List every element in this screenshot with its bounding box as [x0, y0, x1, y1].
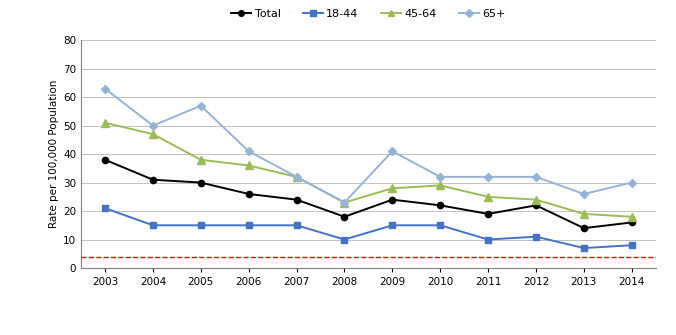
65+ — [532, 175, 540, 179]
Legend: Total, 18-44, 45-64, 65+: Total, 18-44, 45-64, 65+ — [227, 5, 510, 24]
18-44 — [293, 223, 301, 227]
18-44 — [341, 238, 349, 242]
18-44 — [436, 223, 444, 227]
Line: 45-64: 45-64 — [101, 119, 635, 220]
65+ — [484, 175, 492, 179]
45-64 — [197, 158, 205, 162]
45-64 — [245, 163, 253, 168]
65+ — [245, 149, 253, 153]
65+ — [436, 175, 444, 179]
Total — [101, 158, 109, 162]
18-44 — [149, 223, 157, 227]
65+ — [388, 149, 396, 153]
Total — [197, 181, 205, 185]
Total — [245, 192, 253, 196]
65+ — [341, 200, 349, 204]
Total — [149, 178, 157, 182]
Total — [293, 198, 301, 202]
65+ — [197, 104, 205, 108]
Total — [341, 215, 349, 219]
18-44 — [484, 238, 492, 242]
18-44 — [245, 223, 253, 227]
Total — [388, 198, 396, 202]
45-64 — [580, 212, 588, 216]
45-64 — [293, 175, 301, 179]
Total — [436, 203, 444, 207]
Line: Total: Total — [102, 157, 635, 231]
18-44 — [388, 223, 396, 227]
Total — [628, 220, 636, 224]
Y-axis label: Rate per 100,000 Population: Rate per 100,000 Population — [49, 80, 59, 228]
18-44 — [532, 234, 540, 239]
65+ — [149, 124, 157, 128]
45-64 — [436, 183, 444, 187]
45-64 — [101, 121, 109, 125]
Total — [580, 226, 588, 230]
Total — [484, 212, 492, 216]
Total — [532, 203, 540, 207]
18-44 — [197, 223, 205, 227]
65+ — [101, 86, 109, 90]
18-44 — [101, 206, 109, 210]
Line: 65+: 65+ — [102, 85, 635, 206]
45-64 — [484, 195, 492, 199]
45-64 — [628, 215, 636, 219]
45-64 — [341, 200, 349, 204]
65+ — [293, 175, 301, 179]
18-44 — [628, 243, 636, 247]
65+ — [628, 181, 636, 185]
45-64 — [532, 198, 540, 202]
Line: 18-44: 18-44 — [102, 205, 635, 251]
45-64 — [388, 186, 396, 190]
45-64 — [149, 132, 157, 136]
18-44 — [580, 246, 588, 250]
65+ — [580, 192, 588, 196]
